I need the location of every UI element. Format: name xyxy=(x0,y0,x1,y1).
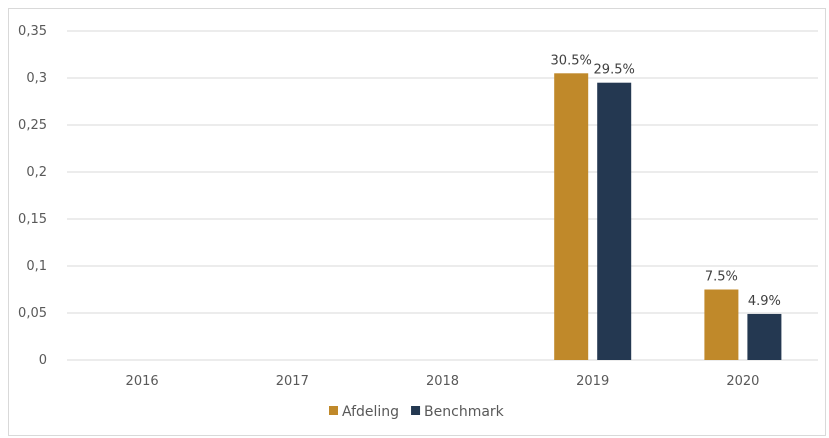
y-tick-label: 0,15 xyxy=(18,212,47,227)
data-label: 4.9% xyxy=(748,294,781,309)
legend-swatch-afdeling xyxy=(329,406,338,415)
bar-afdeling-2020 xyxy=(704,289,739,360)
y-tick-label: 0,3 xyxy=(26,71,47,86)
bar-benchmark-2019 xyxy=(597,82,632,360)
bar-afdeling-2019 xyxy=(554,73,589,361)
x-tick-label: 2017 xyxy=(276,374,309,389)
y-tick-label: 0 xyxy=(39,353,47,368)
legend-swatch-benchmark xyxy=(411,406,421,415)
bars xyxy=(554,73,782,361)
x-tick-label: 2016 xyxy=(126,374,159,389)
data-label: 29.5% xyxy=(594,63,635,78)
data-label: 7.5% xyxy=(705,270,738,285)
bar-benchmark-2020 xyxy=(747,313,782,360)
y-tick-label: 0,05 xyxy=(18,306,47,321)
x-tick-label: 2020 xyxy=(726,374,759,389)
data-label: 30.5% xyxy=(551,53,592,68)
chart-frame xyxy=(8,8,826,436)
y-tick-label: 0,25 xyxy=(18,118,47,133)
y-tick-label: 0,35 xyxy=(18,24,47,39)
data-labels: 30.5%29.5% 7.5% 4.9% xyxy=(551,53,781,309)
x-tick-label: 2018 xyxy=(426,374,459,389)
gridlines xyxy=(67,30,818,361)
y-axis-ticks: 0 0,05 0,1 0,15 0,2 0,25 0,3 0,35 xyxy=(18,24,47,368)
x-tick-label: 2019 xyxy=(576,374,609,389)
legend: Afdeling Benchmark xyxy=(329,404,505,420)
y-tick-label: 0,2 xyxy=(26,165,47,180)
y-tick-label: 0,1 xyxy=(26,259,47,274)
legend-label-benchmark: Benchmark xyxy=(424,404,505,420)
x-axis-ticks: 2016 2017 2018 2019 2020 xyxy=(126,374,760,389)
legend-label-afdeling: Afdeling xyxy=(342,404,399,420)
